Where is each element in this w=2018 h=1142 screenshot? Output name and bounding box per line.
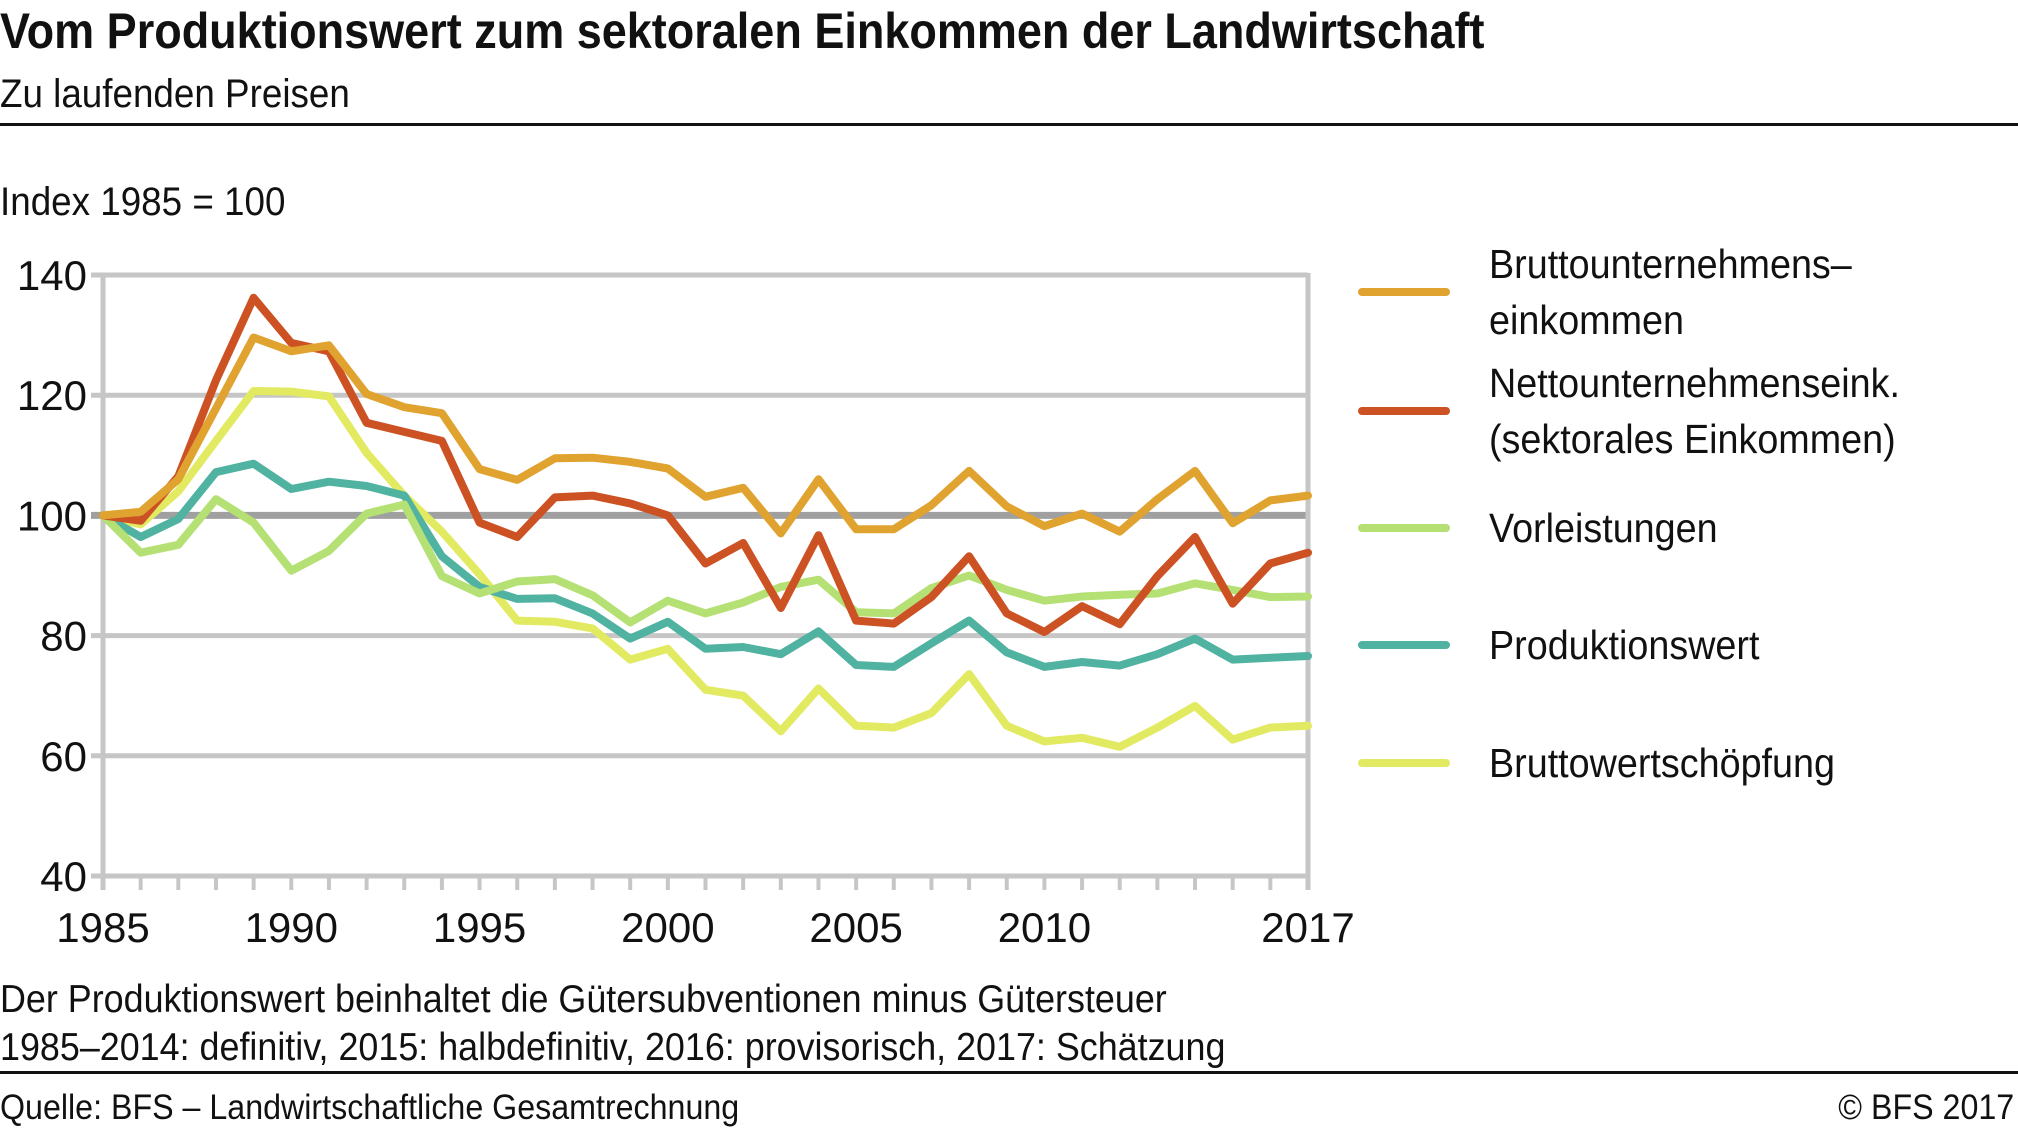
legend-swatch [1358, 759, 1450, 767]
series-line [99, 333, 1312, 538]
legend-label: (sektorales Einkommen) [1489, 416, 1896, 462]
legend-swatch [1358, 288, 1450, 296]
legend-label: einkommen [1489, 297, 1684, 343]
x-tick-label: 1995 [433, 904, 526, 951]
x-tick-label: 2005 [809, 904, 902, 951]
legend-label: Nettounternehmenseink. [1489, 360, 1900, 406]
legend-label: Bruttounternehmens– [1489, 241, 1852, 287]
x-tick-label: 2000 [621, 904, 714, 951]
y-tick-label: 140 [17, 252, 87, 299]
chart-subtitle: Zu laufenden Preisen [0, 72, 350, 116]
x-tick-label: 2017 [1261, 904, 1354, 951]
legend-swatch [1358, 641, 1450, 649]
source-text: Quelle: BFS – Landwirtschaftliche Gesamt… [0, 1088, 740, 1127]
chart-title: Vom Produktionswert zum sektoralen Einko… [0, 3, 1485, 59]
x-tick-label: 2010 [998, 904, 1091, 951]
header-divider [0, 123, 2018, 126]
series-line [99, 387, 1312, 751]
legend-swatch [1358, 407, 1450, 415]
legend-swatch [1358, 524, 1450, 532]
footnote-2: 1985–2014: definitiv, 2015: halbdefiniti… [0, 1026, 1226, 1069]
legend-label: Produktionswert [1489, 622, 1760, 668]
y-axis-label: Index 1985 = 100 [0, 180, 286, 224]
y-tick-label: 80 [40, 613, 87, 660]
x-tick-label: 1985 [56, 904, 149, 951]
x-tick-label: 1990 [245, 904, 338, 951]
y-tick-label: 100 [17, 492, 87, 539]
y-tick-label: 60 [40, 733, 87, 780]
series-line [99, 495, 1312, 627]
y-tick-label: 120 [17, 372, 87, 419]
copyright-text: © BFS 2017 [1838, 1088, 2014, 1127]
series-line [99, 459, 1312, 671]
y-tick-label: 40 [40, 853, 87, 900]
legend-label: Bruttowertschöpfung [1489, 740, 1835, 786]
legend-label: Vorleistungen [1489, 505, 1718, 551]
footnote-1: Der Produktionswert beinhaltet die Güter… [0, 978, 1167, 1021]
footer-divider [0, 1071, 2018, 1074]
